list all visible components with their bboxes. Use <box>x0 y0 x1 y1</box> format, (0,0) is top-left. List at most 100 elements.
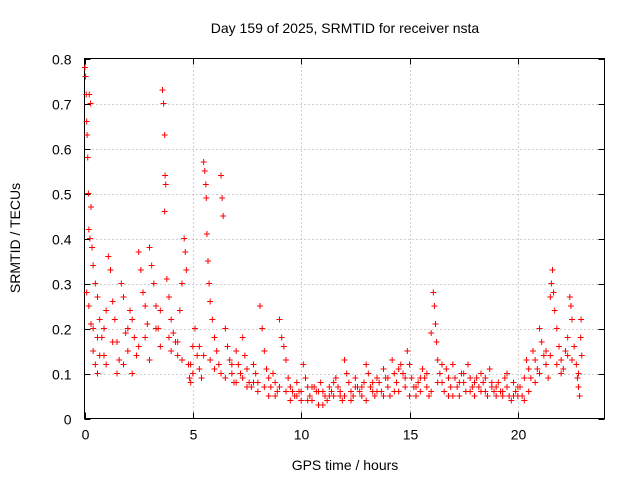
data-point <box>456 393 463 399</box>
data-point <box>547 294 554 300</box>
data-point <box>85 190 92 197</box>
y-tick-label: 0 <box>64 412 72 428</box>
data-point <box>571 343 578 350</box>
data-point <box>90 325 97 332</box>
data-point <box>434 379 441 386</box>
data-point <box>510 393 517 399</box>
data-point <box>441 388 448 395</box>
data-point <box>142 334 149 341</box>
data-point <box>92 280 99 287</box>
data-point <box>84 132 91 138</box>
x-tick-label: 20 <box>511 427 527 443</box>
data-point <box>417 388 424 395</box>
data-point <box>309 384 315 390</box>
data-point <box>161 132 168 138</box>
data-point <box>159 87 166 93</box>
data-point <box>263 366 270 372</box>
data-point <box>365 370 372 377</box>
data-point <box>471 393 478 399</box>
data-point <box>135 249 142 255</box>
data-point <box>252 370 259 377</box>
data-point <box>574 375 581 381</box>
data-point <box>166 334 172 341</box>
data-point <box>239 334 246 341</box>
data-point <box>144 321 151 327</box>
x-tick-labels: 0 5 10 15 20 <box>82 427 527 443</box>
data-point <box>146 244 153 251</box>
data-point <box>244 366 250 372</box>
data-point <box>218 370 224 377</box>
data-point <box>402 384 409 390</box>
data-point <box>267 384 274 390</box>
data-point <box>465 361 471 368</box>
data-point <box>551 307 558 314</box>
data-point <box>538 339 545 345</box>
data-point <box>436 370 443 377</box>
data-point <box>348 397 354 404</box>
data-point <box>521 375 528 381</box>
data-point <box>326 393 333 399</box>
y-tick-label: 0.3 <box>52 277 72 293</box>
data-points <box>81 64 585 408</box>
data-point <box>82 73 89 80</box>
data-point <box>576 393 583 399</box>
data-point <box>482 388 489 395</box>
data-point <box>575 370 582 377</box>
data-point <box>157 343 164 350</box>
data-point <box>200 352 207 359</box>
data-point <box>478 370 484 377</box>
data-point <box>219 195 226 201</box>
data-point <box>162 181 169 188</box>
data-point <box>404 348 411 354</box>
data-point <box>200 159 207 165</box>
data-point <box>391 388 398 395</box>
data-point <box>189 343 196 350</box>
data-point <box>413 393 419 399</box>
data-point <box>501 375 508 381</box>
data-point <box>560 366 567 372</box>
data-point <box>549 267 556 273</box>
data-point <box>120 294 127 300</box>
data-point <box>512 388 519 395</box>
data-point <box>527 375 534 381</box>
data-point <box>406 361 413 368</box>
data-point <box>207 357 214 363</box>
data-point <box>319 402 326 408</box>
data-point <box>431 303 438 309</box>
data-point <box>525 366 532 372</box>
data-point <box>361 379 367 386</box>
data-point <box>337 388 344 395</box>
data-point <box>298 388 305 395</box>
data-point <box>86 91 93 98</box>
data-point <box>298 397 305 404</box>
data-point <box>207 298 214 305</box>
data-point <box>350 393 357 399</box>
data-point <box>536 325 543 332</box>
data-point <box>226 357 233 363</box>
data-point <box>480 379 487 386</box>
data-point <box>293 379 300 386</box>
data-point <box>413 384 419 390</box>
y-tick-label: 0.1 <box>52 367 72 383</box>
data-point <box>114 370 120 377</box>
y-tick-label: 0.5 <box>52 187 72 203</box>
data-point <box>569 316 575 323</box>
data-point <box>276 384 283 390</box>
data-point <box>166 294 172 300</box>
data-point <box>548 280 555 287</box>
data-point <box>135 343 142 350</box>
data-point <box>348 388 354 395</box>
data-point <box>101 352 107 359</box>
data-point <box>423 370 430 377</box>
data-point <box>109 339 116 345</box>
data-point <box>445 375 452 381</box>
data-point <box>343 370 350 377</box>
data-point <box>146 357 153 363</box>
y-tick-label: 0.6 <box>52 142 72 158</box>
data-point <box>495 379 502 386</box>
data-point <box>92 361 99 368</box>
data-point <box>293 393 300 399</box>
data-point <box>182 249 189 255</box>
data-point <box>352 384 359 390</box>
data-point <box>215 361 222 368</box>
